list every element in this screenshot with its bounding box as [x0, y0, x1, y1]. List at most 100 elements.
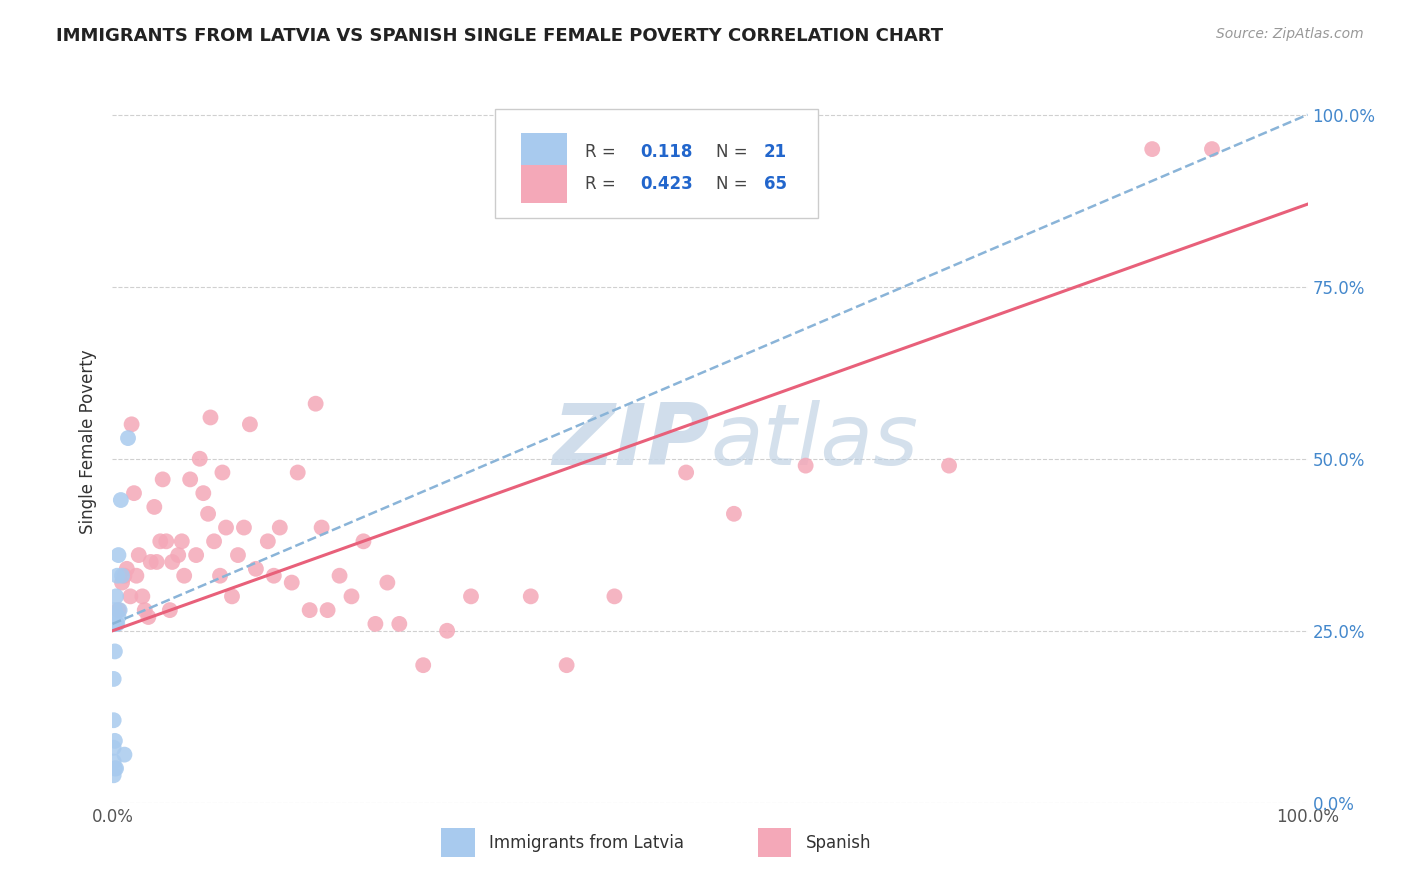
Point — [152, 472, 174, 486]
Point — [125, 568, 148, 582]
Text: R =: R = — [585, 175, 626, 193]
Point — [287, 466, 309, 480]
Point — [117, 431, 139, 445]
Point — [111, 575, 134, 590]
Point — [139, 555, 162, 569]
Point — [340, 590, 363, 604]
Point — [108, 603, 131, 617]
Text: IMMIGRANTS FROM LATVIA VS SPANISH SINGLE FEMALE POVERTY CORRELATION CHART: IMMIGRANTS FROM LATVIA VS SPANISH SINGLE… — [56, 27, 943, 45]
Point — [145, 555, 167, 569]
Text: atlas: atlas — [710, 400, 918, 483]
FancyBboxPatch shape — [758, 828, 792, 857]
Point — [103, 768, 125, 782]
Point — [1201, 142, 1223, 156]
Point — [197, 507, 219, 521]
Point — [298, 603, 321, 617]
Point — [110, 493, 132, 508]
Point — [167, 548, 190, 562]
Point — [103, 755, 125, 769]
Text: Source: ZipAtlas.com: Source: ZipAtlas.com — [1216, 27, 1364, 41]
Point — [121, 417, 143, 432]
Point — [603, 590, 626, 604]
Point — [209, 568, 232, 582]
Point — [103, 672, 125, 686]
FancyBboxPatch shape — [522, 165, 567, 202]
Point — [149, 534, 172, 549]
Point — [105, 590, 128, 604]
Point — [107, 548, 129, 562]
Point — [211, 466, 233, 480]
Point — [170, 534, 193, 549]
Point — [122, 486, 145, 500]
Point — [104, 761, 127, 775]
Point — [938, 458, 960, 473]
Point — [239, 417, 262, 432]
Point — [412, 658, 434, 673]
Point — [114, 747, 135, 762]
Point — [281, 575, 304, 590]
Point — [107, 610, 129, 624]
Y-axis label: Single Female Poverty: Single Female Poverty — [79, 350, 97, 533]
Point — [675, 466, 697, 480]
FancyBboxPatch shape — [495, 109, 818, 218]
Point — [263, 568, 285, 582]
Point — [179, 472, 201, 486]
Point — [105, 616, 128, 631]
Point — [103, 740, 125, 755]
Point — [520, 590, 543, 604]
Point — [1142, 142, 1164, 156]
Point — [316, 603, 339, 617]
Text: ZIP: ZIP — [553, 400, 710, 483]
Point — [436, 624, 458, 638]
Point — [107, 603, 129, 617]
Point — [352, 534, 374, 549]
Point — [138, 610, 160, 624]
Point — [120, 590, 142, 604]
Point — [200, 410, 222, 425]
Point — [173, 568, 195, 582]
Point — [111, 568, 134, 582]
Point — [105, 761, 128, 775]
Point — [233, 520, 256, 534]
Text: R =: R = — [585, 143, 626, 161]
Text: 0.118: 0.118 — [641, 143, 693, 161]
Point — [114, 568, 135, 582]
Point — [105, 568, 128, 582]
Point — [162, 555, 183, 569]
Point — [103, 713, 125, 727]
Point — [723, 507, 745, 521]
Point — [305, 397, 328, 411]
Point — [134, 603, 156, 617]
Point — [202, 534, 225, 549]
Text: Spanish: Spanish — [806, 833, 872, 852]
Text: Immigrants from Latvia: Immigrants from Latvia — [489, 833, 683, 852]
Point — [329, 568, 352, 582]
Point — [311, 520, 333, 534]
FancyBboxPatch shape — [441, 828, 475, 857]
Point — [269, 520, 291, 534]
Point — [105, 616, 128, 631]
Point — [193, 486, 215, 500]
Point — [131, 590, 153, 604]
Point — [555, 658, 578, 673]
Text: 0.423: 0.423 — [641, 175, 693, 193]
Point — [128, 548, 150, 562]
Point — [104, 603, 127, 617]
Point — [377, 575, 399, 590]
Point — [221, 590, 243, 604]
FancyBboxPatch shape — [522, 133, 567, 171]
Point — [226, 548, 249, 562]
Point — [794, 458, 817, 473]
Point — [115, 562, 138, 576]
Text: 65: 65 — [763, 175, 787, 193]
Point — [364, 616, 387, 631]
Point — [159, 603, 181, 617]
Point — [143, 500, 166, 514]
Text: 21: 21 — [763, 143, 787, 161]
Point — [460, 590, 482, 604]
Point — [104, 734, 127, 748]
Point — [245, 562, 267, 576]
Text: N =: N = — [716, 175, 752, 193]
Point — [188, 451, 211, 466]
Point — [215, 520, 238, 534]
